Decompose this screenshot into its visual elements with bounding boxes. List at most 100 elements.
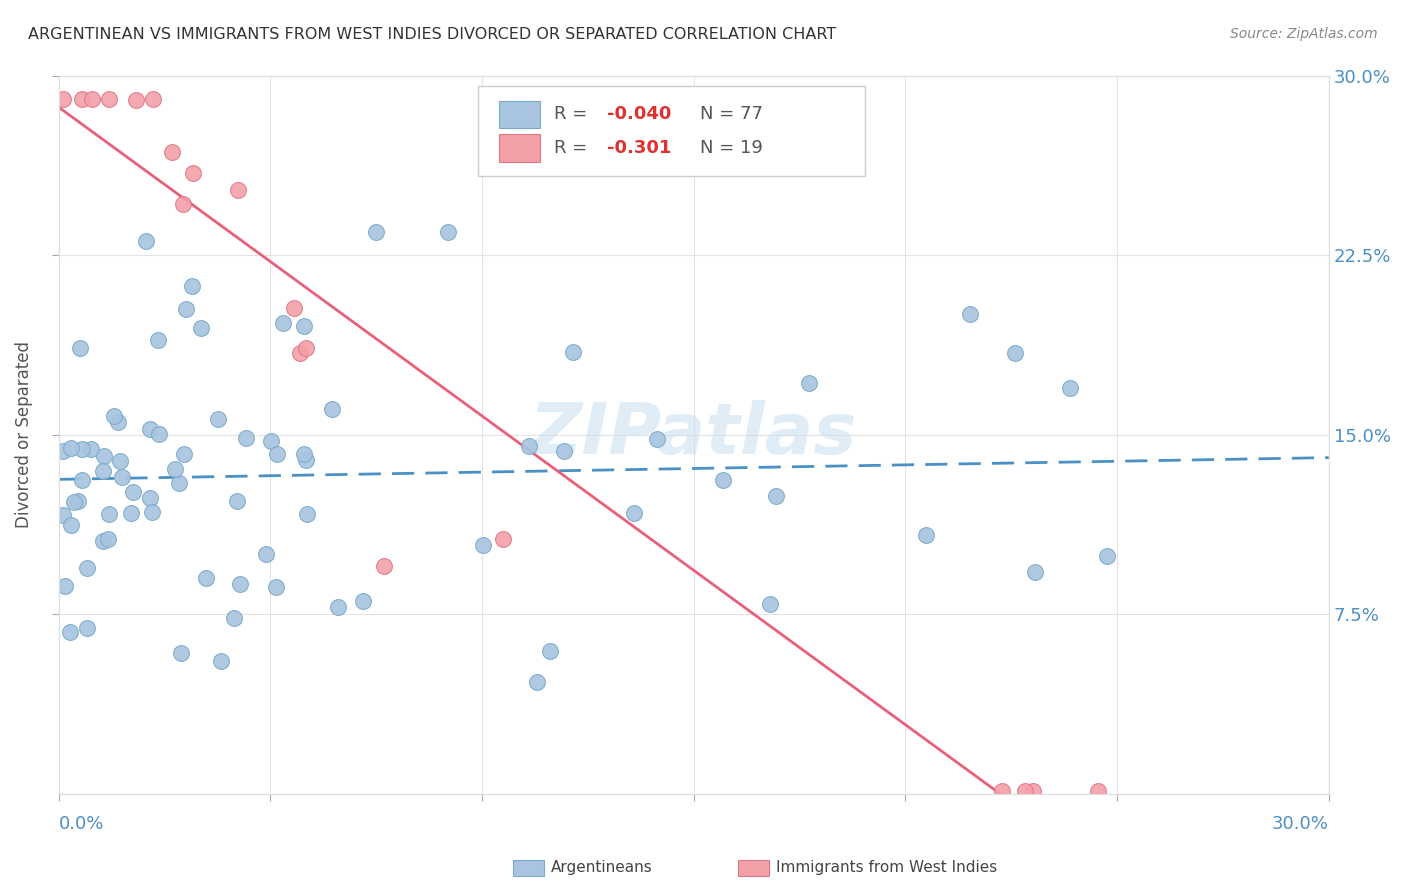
Point bbox=[517, 439, 540, 453]
Point bbox=[229, 577, 252, 591]
Point bbox=[70, 474, 93, 488]
Point bbox=[103, 409, 125, 423]
Point bbox=[165, 461, 187, 475]
Text: -0.040: -0.040 bbox=[607, 105, 672, 123]
Point bbox=[352, 594, 374, 608]
Point bbox=[63, 495, 86, 509]
Point bbox=[82, 93, 104, 107]
Point bbox=[1087, 784, 1109, 798]
Point bbox=[59, 624, 82, 639]
Point bbox=[76, 560, 98, 574]
Point bbox=[553, 443, 575, 458]
Point bbox=[91, 533, 114, 548]
Point bbox=[1024, 565, 1046, 579]
Point bbox=[69, 341, 91, 355]
Text: R =: R = bbox=[554, 139, 593, 157]
Point bbox=[256, 547, 278, 561]
Point bbox=[67, 493, 90, 508]
Point bbox=[294, 453, 316, 467]
Point bbox=[1014, 784, 1036, 798]
Point bbox=[70, 93, 93, 107]
Point bbox=[98, 93, 121, 107]
Text: Argentineans: Argentineans bbox=[551, 861, 652, 875]
Point bbox=[260, 434, 283, 448]
Point bbox=[53, 579, 76, 593]
Point bbox=[174, 302, 197, 317]
Point bbox=[765, 489, 787, 503]
Point bbox=[194, 571, 217, 585]
Point bbox=[125, 94, 148, 108]
Text: ZIPatlas: ZIPatlas bbox=[530, 401, 858, 469]
Point bbox=[226, 494, 249, 508]
Point bbox=[120, 506, 142, 520]
Point bbox=[759, 597, 782, 611]
Point bbox=[141, 505, 163, 519]
Point bbox=[173, 447, 195, 461]
Point bbox=[472, 538, 495, 552]
Point bbox=[135, 234, 157, 248]
Point bbox=[139, 491, 162, 505]
Point bbox=[207, 412, 229, 426]
Point bbox=[181, 279, 204, 293]
Point bbox=[271, 316, 294, 330]
Point bbox=[96, 533, 118, 547]
Point bbox=[80, 442, 103, 457]
Point bbox=[437, 225, 460, 239]
Point bbox=[190, 320, 212, 334]
Point bbox=[148, 427, 170, 442]
Point bbox=[321, 402, 343, 417]
Text: -0.301: -0.301 bbox=[607, 139, 672, 157]
Point bbox=[224, 611, 246, 625]
Point bbox=[295, 341, 318, 355]
Point bbox=[59, 517, 82, 532]
Point bbox=[991, 784, 1014, 798]
Point bbox=[526, 675, 548, 690]
Point bbox=[799, 376, 821, 390]
Point bbox=[266, 447, 288, 461]
Point bbox=[538, 644, 561, 658]
Point bbox=[209, 654, 232, 668]
Point bbox=[121, 485, 143, 500]
Point bbox=[142, 93, 165, 107]
Point bbox=[181, 166, 204, 180]
Point bbox=[645, 432, 668, 446]
Point bbox=[561, 344, 583, 359]
Point bbox=[492, 533, 515, 547]
Point bbox=[235, 431, 257, 445]
Point bbox=[52, 508, 75, 523]
Point bbox=[70, 442, 93, 457]
Point bbox=[76, 621, 98, 635]
Point bbox=[97, 508, 120, 522]
Point bbox=[93, 449, 115, 463]
Point bbox=[170, 646, 193, 660]
Point bbox=[288, 346, 311, 360]
FancyBboxPatch shape bbox=[478, 87, 865, 176]
Point bbox=[623, 506, 645, 520]
Point bbox=[52, 93, 75, 107]
Point bbox=[52, 444, 75, 458]
Point bbox=[91, 464, 114, 478]
Bar bbox=[499, 135, 540, 161]
Text: N = 19: N = 19 bbox=[700, 139, 763, 157]
Point bbox=[162, 145, 184, 160]
Point bbox=[264, 581, 287, 595]
Point bbox=[373, 558, 395, 573]
Point bbox=[111, 470, 134, 484]
Point bbox=[60, 441, 83, 455]
Text: 30.0%: 30.0% bbox=[1272, 815, 1329, 833]
Text: ARGENTINEAN VS IMMIGRANTS FROM WEST INDIES DIVORCED OR SEPARATED CORRELATION CHA: ARGENTINEAN VS IMMIGRANTS FROM WEST INDI… bbox=[28, 27, 837, 42]
Point bbox=[167, 475, 190, 490]
Point bbox=[1095, 549, 1118, 564]
Point bbox=[283, 301, 305, 315]
Point bbox=[1059, 381, 1081, 395]
Point bbox=[146, 333, 169, 347]
Point bbox=[959, 307, 981, 321]
Point bbox=[226, 183, 249, 197]
Point bbox=[139, 422, 162, 436]
Point bbox=[326, 600, 349, 615]
Point bbox=[914, 528, 936, 542]
Bar bbox=[499, 101, 540, 128]
Point bbox=[292, 318, 315, 333]
Point bbox=[364, 225, 387, 239]
Text: 0.0%: 0.0% bbox=[59, 815, 104, 833]
